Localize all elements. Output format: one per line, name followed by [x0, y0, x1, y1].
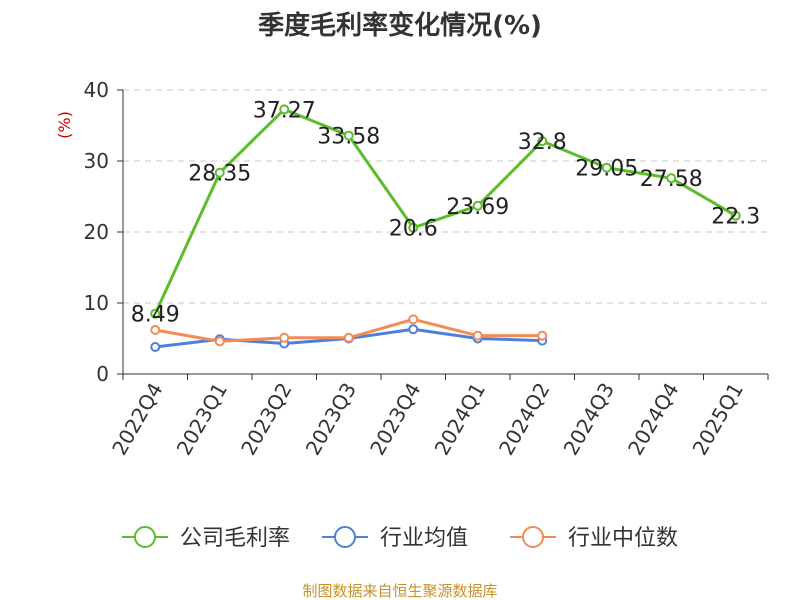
- series-2: [150, 314, 548, 347]
- legend-item[interactable]: 行业均值: [322, 526, 468, 551]
- x-tick-label: 2025Q1: [688, 379, 748, 460]
- y-tick-label: 20: [84, 220, 109, 244]
- legend-swatch-marker: [522, 526, 544, 548]
- data-point[interactable]: [537, 330, 548, 341]
- data-label: 29.05: [575, 157, 638, 182]
- x-tick-label: 2024Q4: [623, 379, 683, 460]
- data-point[interactable]: [666, 173, 677, 184]
- x-tick-label: 2022Q4: [107, 379, 167, 460]
- data-label: 20.6: [389, 217, 438, 242]
- data-point[interactable]: [150, 308, 161, 319]
- data-point[interactable]: [601, 162, 612, 173]
- data-point[interactable]: [343, 130, 354, 141]
- data-point[interactable]: [472, 200, 483, 211]
- legend-item[interactable]: 行业中位数: [510, 526, 678, 551]
- data-point[interactable]: [408, 314, 419, 325]
- series-group: [150, 104, 741, 353]
- x-tick-label: 2024Q2: [494, 379, 554, 460]
- x-tick-label: 2024Q1: [430, 379, 490, 460]
- data-label: 37.27: [253, 98, 316, 123]
- legend[interactable]: 公司毛利率 行业均值 行业中位数: [122, 526, 678, 551]
- data-label: 8.49: [131, 303, 180, 328]
- series-line: [153, 107, 737, 315]
- data-point[interactable]: [408, 324, 419, 335]
- legend-swatch-marker: [134, 526, 156, 548]
- y-tick-label: 40: [84, 78, 109, 102]
- data-point[interactable]: [279, 332, 290, 343]
- y-axis-label: (%): [55, 111, 74, 139]
- x-tick-label: 2023Q3: [301, 379, 361, 460]
- data-label: 27.58: [640, 167, 703, 192]
- data-label: 33.58: [317, 125, 380, 150]
- legend-label: 行业均值: [380, 526, 468, 551]
- y-tick-label: 30: [84, 149, 109, 173]
- y-tick-label: 0: [96, 362, 109, 386]
- y-tick-label: 10: [84, 291, 109, 315]
- data-label: 28.35: [188, 162, 251, 187]
- data-point[interactable]: [214, 336, 225, 347]
- data-point[interactable]: [150, 324, 161, 335]
- data-point[interactable]: [150, 342, 161, 353]
- source-note: 制图数据来自恒生聚源数据库: [302, 582, 497, 600]
- grid: [123, 89, 768, 304]
- data-label: 23.69: [446, 195, 509, 220]
- data-point[interactable]: [537, 136, 548, 147]
- data-label: 22.3: [711, 205, 760, 230]
- data-point[interactable]: [408, 222, 419, 233]
- series-0: [150, 104, 741, 319]
- legend-label: 公司毛利率: [180, 526, 290, 551]
- data-label: 32.8: [518, 130, 567, 155]
- data-point[interactable]: [343, 332, 354, 343]
- x-tick-label: 2024Q3: [559, 379, 619, 460]
- data-point[interactable]: [214, 167, 225, 178]
- x-tick-label: 2023Q1: [172, 379, 232, 460]
- legend-swatch-marker: [334, 526, 356, 548]
- x-tick-label: 2023Q4: [365, 379, 425, 460]
- data-point[interactable]: [730, 210, 741, 221]
- legend-item[interactable]: 公司毛利率: [122, 526, 290, 551]
- chart-title: 季度毛利率变化情况(%): [258, 10, 542, 41]
- legend-label: 行业中位数: [568, 526, 678, 551]
- data-point[interactable]: [279, 104, 290, 115]
- data-point[interactable]: [472, 330, 483, 341]
- x-tick-label: 2023Q2: [236, 379, 296, 460]
